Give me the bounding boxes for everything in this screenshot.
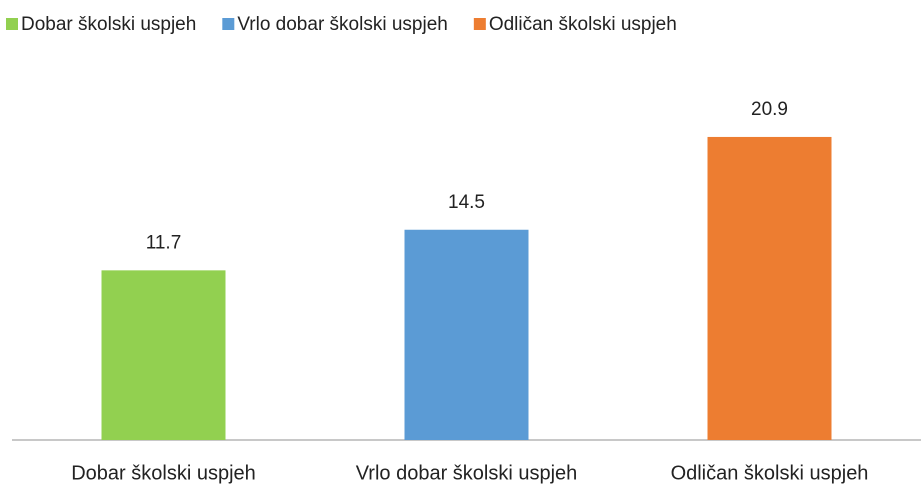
x-tick-label: Vrlo dobar školski uspjeh [356,462,578,484]
legend-swatch [473,18,486,30]
legend-label: Vrlo dobar školski uspjeh [237,14,448,35]
legend-label: Odličan školski uspjeh [489,14,677,35]
x-tick-label: Odličan školski uspjeh [671,462,869,484]
legend-swatch [222,18,235,30]
value-label: 14.5 [448,192,485,213]
bar [101,270,226,440]
value-label: 20.9 [751,99,788,120]
value-label: 11.7 [146,232,182,253]
legend-swatch [6,18,18,30]
bar [707,136,832,440]
legend-label: Dobar školski uspjeh [21,14,196,35]
x-tick-label: Dobar školski uspjeh [71,462,256,484]
bar [404,229,529,440]
